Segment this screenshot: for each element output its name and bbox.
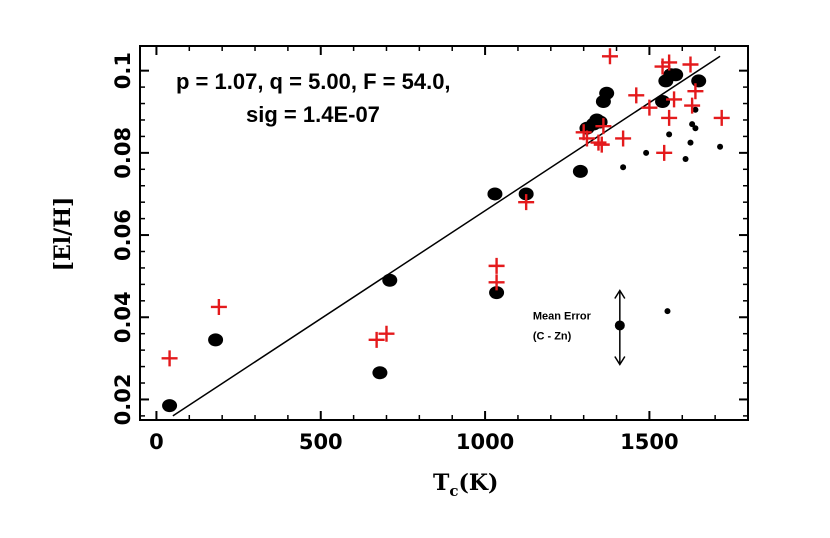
- y-tick-label: 0.08: [111, 127, 135, 179]
- mean-error-label: Mean Error: [533, 310, 592, 322]
- x-axis-title-sub: c: [449, 482, 458, 500]
- small-black-point: [687, 139, 694, 146]
- red-cross-point: [518, 194, 535, 211]
- small-black-point: [620, 164, 627, 171]
- fit-line: [172, 55, 721, 417]
- black-point: [655, 94, 671, 108]
- x-tick-label: 1500: [620, 430, 678, 454]
- small-black-point: [643, 149, 650, 156]
- red-cross-point: [687, 83, 704, 100]
- red-cross-point: [378, 325, 395, 342]
- red-cross-point: [210, 298, 227, 315]
- black-point: [668, 68, 684, 82]
- y-tick-label: 0.06: [111, 209, 135, 261]
- mean-error-point: [614, 320, 625, 331]
- red-cross-point: [590, 134, 607, 151]
- black-point: [208, 333, 224, 347]
- red-cross-point: [488, 257, 505, 274]
- red-cross-point: [601, 48, 618, 65]
- red-cross-point: [578, 130, 595, 147]
- plot-frame: [139, 45, 749, 421]
- red-cross-point: [713, 109, 730, 126]
- red-cross-point: [661, 109, 678, 126]
- mean-error-group: Mean Error (C - Zn): [533, 289, 626, 366]
- black-point: [691, 74, 707, 88]
- red-cross-point: [661, 54, 678, 71]
- black-point: [382, 273, 398, 287]
- red-cross-point: [368, 331, 385, 348]
- small-black-point: [692, 125, 699, 132]
- data-marks: [161, 48, 730, 413]
- y-tick-label: 0.1: [111, 52, 135, 89]
- red-cross-point: [682, 56, 699, 73]
- mean-error-arrowhead-bottom: [614, 356, 626, 366]
- red-cross-point: [628, 87, 645, 104]
- red-cross-point: [615, 130, 632, 147]
- axis-tick-labels: 0 500 1000 1500 0.02 0.04 0.06 0.08 0.1: [111, 52, 679, 454]
- x-axis-title: Tc(K): [433, 470, 498, 500]
- y-tick-label: 0.04: [111, 291, 135, 343]
- red-cross-point: [666, 91, 683, 108]
- small-black-point: [689, 121, 696, 128]
- x-tick-label: 500: [299, 430, 343, 454]
- x-axis-title-main: T: [433, 470, 450, 496]
- x-tick-label: 1000: [456, 430, 514, 454]
- red-cross-point: [641, 99, 658, 116]
- red-cross-point: [656, 144, 673, 161]
- black-point: [372, 366, 388, 380]
- black-point: [518, 187, 534, 201]
- fit-sig-annotation: sig = 1.4E-07: [246, 102, 380, 127]
- small-black-point: [717, 143, 724, 150]
- red-cross-point: [593, 136, 610, 153]
- x-tick-label: 0: [149, 430, 164, 454]
- small-black-point: [666, 131, 673, 138]
- red-cross-point: [488, 274, 505, 291]
- black-point: [162, 399, 178, 413]
- mean-error-range-label: (C - Zn): [533, 330, 572, 342]
- y-axis-title: [El/H]: [50, 197, 76, 272]
- x-axis-title-suffix: (K): [459, 470, 499, 496]
- black-point: [599, 86, 615, 100]
- mean-error-arrowhead-top: [614, 289, 626, 299]
- small-black-point: [664, 308, 671, 315]
- y-tick-label: 0.02: [111, 374, 135, 426]
- red-cross-point: [161, 350, 178, 367]
- red-cross-point: [595, 118, 612, 135]
- red-cross-point: [654, 58, 671, 75]
- red-cross-point: [684, 97, 701, 114]
- black-point: [487, 187, 503, 201]
- fit-params-annotation: p = 1.07, q = 5.00, F = 54.0,: [176, 69, 451, 94]
- black-point: [572, 164, 588, 178]
- small-black-point: [692, 106, 699, 113]
- axis-ticks: [140, 46, 748, 420]
- small-black-point: [682, 156, 689, 163]
- black-point: [489, 286, 505, 300]
